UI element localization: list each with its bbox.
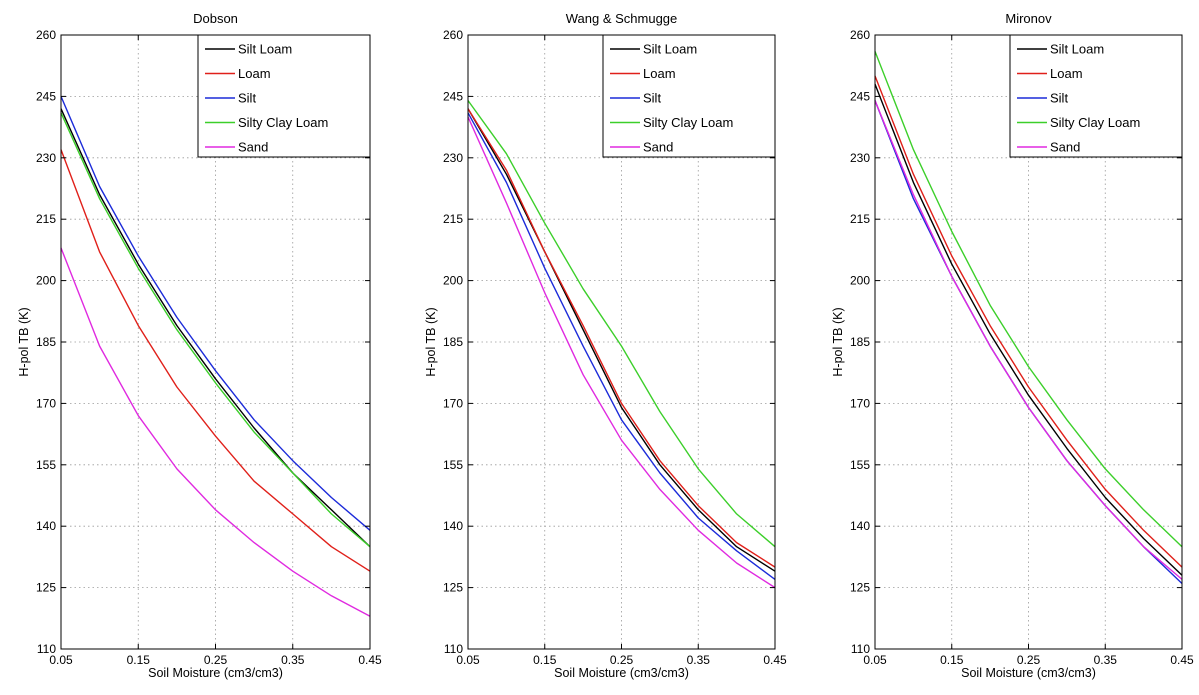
x-tick-label: 0.45 — [1170, 653, 1194, 667]
series-line-silt-loam — [60, 108, 371, 548]
y-axis-label: H-pol TB (K) — [424, 307, 438, 376]
series-line-loam — [874, 75, 1183, 568]
legend: Silt Loam Loam Silt Silty Clay Loam Sand — [1009, 34, 1183, 158]
legend-entry-label: Silty Clay Loam — [643, 115, 733, 130]
legend: Silt Loam Loam Silt Silty Clay Loam Sand — [197, 34, 371, 158]
legend-entry-label: Silt Loam — [238, 42, 292, 57]
x-tick-label: 0.15 — [533, 653, 557, 667]
y-tick-label: 245 — [443, 89, 463, 103]
legend-entry-label: Silt Loam — [1050, 42, 1104, 57]
chart-title: Dobson — [193, 11, 238, 26]
x-tick-label: 0.25 — [204, 653, 228, 667]
legend-box — [1009, 34, 1183, 158]
legend-box — [197, 34, 371, 158]
series-line-silt-loam — [467, 108, 776, 572]
x-tick-label: 0.15 — [940, 653, 964, 667]
series-line-silty-clay-loam — [467, 100, 776, 548]
x-tick-label: 0.35 — [687, 653, 711, 667]
series-line-loam — [60, 149, 371, 572]
x-tick-label: 0.45 — [358, 653, 382, 667]
series-line-sand — [467, 116, 776, 589]
x-tick-label: 0.25 — [610, 653, 634, 667]
legend-entry-label: Loam — [1050, 66, 1083, 81]
series-line-silt — [467, 112, 776, 580]
y-tick-label: 215 — [443, 212, 463, 226]
x-axis-label: Soil Moisture (cm3/cm3) — [148, 666, 283, 680]
legend-entry-label: Sand — [643, 140, 673, 155]
y-tick-label: 170 — [36, 396, 56, 410]
y-tick-label: 185 — [36, 335, 56, 349]
x-tick-label: 0.25 — [1017, 653, 1041, 667]
chart-title: Mironov — [1005, 11, 1052, 26]
legend-entry-label: Silt — [1050, 91, 1068, 106]
x-tick-label: 0.45 — [763, 653, 787, 667]
y-tick-label: 200 — [850, 274, 870, 288]
legend: Silt Loam Loam Silt Silty Clay Loam Sand — [602, 34, 776, 158]
y-tick-label: 230 — [443, 151, 463, 165]
series-line-silt — [60, 96, 371, 531]
series-line-silty-clay-loam — [874, 51, 1183, 548]
series-line-sand — [60, 247, 371, 617]
y-tick-label: 215 — [36, 212, 56, 226]
y-tick-label: 140 — [443, 519, 463, 533]
series-line-loam — [467, 108, 776, 568]
legend-entry-label: Silt — [238, 91, 256, 106]
y-tick-label: 155 — [443, 458, 463, 472]
legend-entry-label: Loam — [643, 66, 676, 81]
legend-entry-label: Silty Clay Loam — [238, 115, 328, 130]
x-tick-label: 0.15 — [127, 653, 151, 667]
y-tick-label: 110 — [37, 642, 56, 656]
x-tick-label: 0.05 — [49, 653, 73, 667]
chart-panel-1: 0.05 0.15 0.25 0.35 0.45 110 125 140 155 170 185 20… — [424, 11, 787, 680]
x-axis-label: Soil Moisture (cm3/cm3) — [554, 666, 689, 680]
y-tick-label: 140 — [850, 519, 870, 533]
y-tick-label: 170 — [443, 396, 463, 410]
y-tick-label: 110 — [444, 642, 463, 656]
y-axis-label: H-pol TB (K) — [17, 307, 31, 376]
x-axis-label: Soil Moisture (cm3/cm3) — [961, 666, 1096, 680]
y-tick-label: 155 — [36, 458, 56, 472]
y-tick-label: 230 — [36, 151, 56, 165]
y-tick-label: 185 — [850, 335, 870, 349]
y-tick-label: 260 — [443, 28, 463, 42]
legend-entry-label: Sand — [1050, 140, 1080, 155]
y-tick-label: 200 — [443, 274, 463, 288]
y-tick-label: 110 — [851, 642, 870, 656]
x-tick-label: 0.35 — [281, 653, 305, 667]
y-tick-label: 125 — [443, 581, 463, 595]
y-tick-label: 185 — [443, 335, 463, 349]
series-line-silt-loam — [874, 83, 1183, 576]
chart-title: Wang & Schmugge — [566, 11, 678, 26]
y-tick-label: 260 — [850, 28, 870, 42]
y-tick-label: 140 — [36, 519, 56, 533]
legend-entry-label: Loam — [238, 66, 271, 81]
y-tick-label: 245 — [36, 89, 56, 103]
x-tick-label: 0.05 — [456, 653, 480, 667]
y-tick-label: 245 — [850, 89, 870, 103]
y-tick-label: 215 — [850, 212, 870, 226]
x-tick-label: 0.35 — [1094, 653, 1118, 667]
legend-entry-label: Sand — [238, 140, 268, 155]
y-tick-label: 170 — [850, 396, 870, 410]
legend-box — [602, 34, 776, 158]
y-tick-label: 200 — [36, 274, 56, 288]
y-tick-label: 155 — [850, 458, 870, 472]
chart-panel-0: 0.05 0.15 0.25 0.35 0.45 110 125 140 155 170 185 20… — [17, 11, 382, 680]
series-line-sand — [874, 100, 1183, 580]
series-line-silty-clay-loam — [60, 112, 371, 548]
legend-entry-label: Silty Clay Loam — [1050, 115, 1140, 130]
y-tick-label: 125 — [36, 581, 56, 595]
y-tick-label: 230 — [850, 151, 870, 165]
y-tick-label: 125 — [850, 581, 870, 595]
y-axis-label: H-pol TB (K) — [831, 307, 845, 376]
x-tick-label: 0.05 — [863, 653, 887, 667]
chart-panel-2: 0.05 0.15 0.25 0.35 0.45 110 125 140 155 170 185 20… — [831, 11, 1194, 680]
legend-entry-label: Silt Loam — [643, 42, 697, 57]
legend-entry-label: Silt — [643, 91, 661, 106]
y-tick-label: 260 — [36, 28, 56, 42]
